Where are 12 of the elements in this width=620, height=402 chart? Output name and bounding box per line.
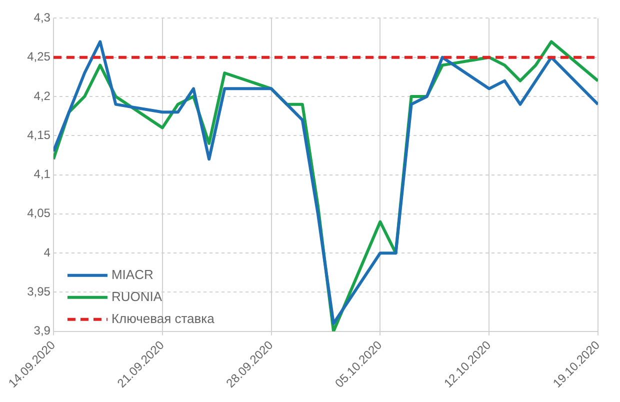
y-tick-label: 3,95: [27, 284, 51, 299]
legend-label: RUONIA: [111, 288, 162, 304]
y-tick-label: 4,3: [34, 10, 51, 25]
y-tick-label: 4,1: [34, 167, 51, 182]
y-tick-label: 4,05: [27, 206, 51, 220]
y-tick-label: 4: [44, 245, 51, 260]
y-tick-label: 3,9: [34, 324, 51, 338]
y-tick-label: 4,25: [27, 50, 51, 64]
y-tick-label: 4,2: [34, 88, 51, 103]
legend-label: MIACR: [111, 266, 154, 282]
legend-label: Ключевая ставка: [111, 310, 216, 326]
y-tick-label: 4,15: [27, 128, 51, 142]
